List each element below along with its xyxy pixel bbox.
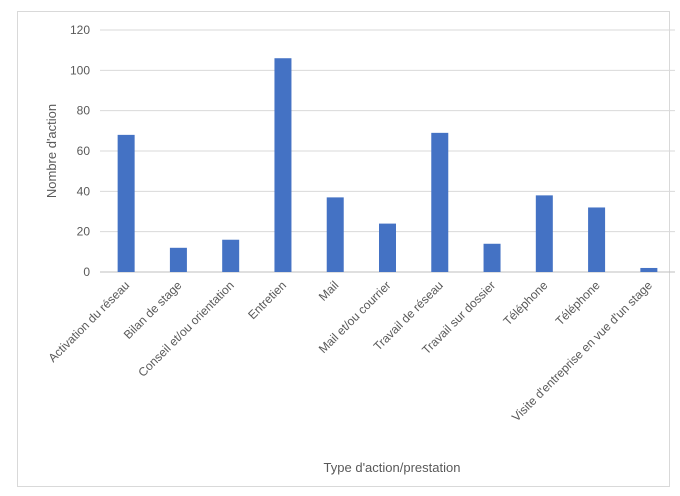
bar	[117, 134, 135, 272]
x-tick-label: Téléphone	[500, 278, 550, 328]
y-tick-label: 60	[77, 144, 91, 158]
bar	[274, 58, 292, 272]
x-tick-label: Entretien	[245, 278, 289, 322]
bar	[222, 239, 240, 272]
x-axis-title: Type d'action/prestation	[324, 460, 461, 475]
x-tick-label: Conseil et/ou orientation	[135, 278, 236, 379]
chart-frame	[17, 11, 670, 487]
y-tick-label: 40	[77, 184, 91, 198]
bar	[483, 243, 501, 272]
bars	[117, 58, 658, 272]
x-tick-label: Téléphone	[553, 278, 603, 328]
y-tick-label: 100	[70, 63, 90, 77]
y-tick-label: 0	[83, 265, 90, 279]
x-tick-label: Mail	[316, 278, 341, 303]
x-tick-label: Activation du réseau	[45, 278, 132, 365]
bar	[640, 267, 658, 272]
y-axis-title: Nombre d'action	[44, 104, 59, 198]
y-tick-label: 20	[77, 225, 91, 239]
y-tick-label: 120	[70, 23, 90, 37]
bar	[379, 223, 396, 272]
bar	[169, 247, 187, 272]
y-axis-ticks: 0 20 40 60 80 100 120	[70, 23, 90, 279]
bar	[535, 195, 553, 272]
bar	[431, 132, 449, 272]
y-tick-label: 80	[77, 104, 91, 118]
gridlines	[100, 29, 675, 273]
bar	[326, 197, 344, 272]
bar	[588, 207, 606, 272]
